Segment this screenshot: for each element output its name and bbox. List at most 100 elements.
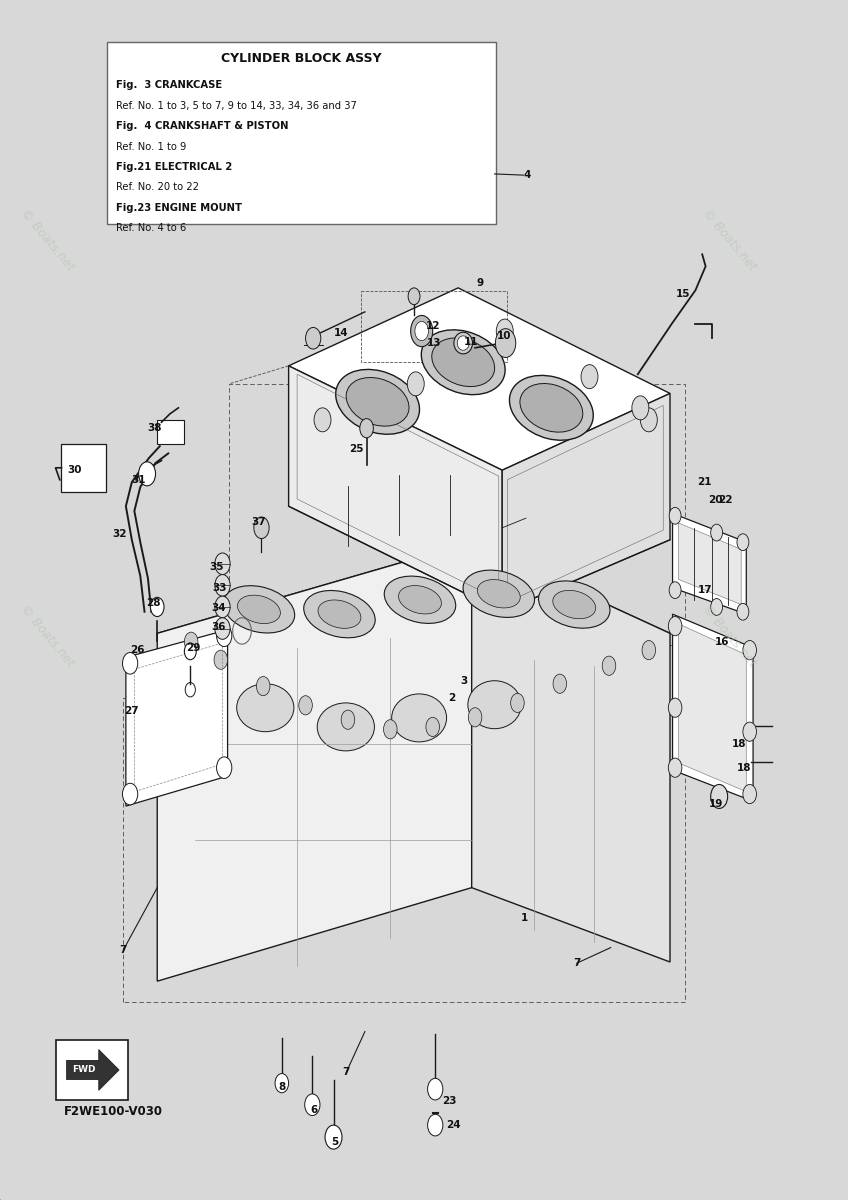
Text: 36: 36 xyxy=(211,623,226,632)
Text: 15: 15 xyxy=(676,289,690,299)
Polygon shape xyxy=(288,366,502,612)
Circle shape xyxy=(510,694,524,713)
Text: 18: 18 xyxy=(733,739,747,749)
Polygon shape xyxy=(288,288,670,470)
Text: 20: 20 xyxy=(708,496,722,505)
Text: CYLINDER BLOCK ASSY: CYLINDER BLOCK ASSY xyxy=(221,53,382,65)
Text: 29: 29 xyxy=(187,643,201,653)
Text: 14: 14 xyxy=(334,329,349,338)
Ellipse shape xyxy=(336,370,420,434)
Ellipse shape xyxy=(454,332,472,354)
Polygon shape xyxy=(157,542,670,726)
Circle shape xyxy=(256,677,270,696)
Ellipse shape xyxy=(432,338,494,386)
Polygon shape xyxy=(672,514,746,614)
Text: 6: 6 xyxy=(310,1104,318,1115)
Text: Ref. No. 4 to 6: Ref. No. 4 to 6 xyxy=(115,223,186,233)
Ellipse shape xyxy=(346,378,409,426)
Circle shape xyxy=(215,575,230,596)
Text: 37: 37 xyxy=(252,517,266,527)
Circle shape xyxy=(415,322,428,341)
Text: 17: 17 xyxy=(698,586,713,595)
Text: Fig.23 ENGINE MOUNT: Fig.23 ENGINE MOUNT xyxy=(115,203,242,212)
Text: 12: 12 xyxy=(426,322,440,331)
Circle shape xyxy=(669,582,681,599)
Text: Fig.  3 CRANKCASE: Fig. 3 CRANKCASE xyxy=(115,80,222,90)
Text: 19: 19 xyxy=(709,799,723,809)
Circle shape xyxy=(216,625,232,647)
Circle shape xyxy=(184,643,196,660)
Polygon shape xyxy=(157,542,471,982)
Text: 9: 9 xyxy=(477,278,483,288)
Text: 13: 13 xyxy=(427,338,442,348)
Text: 38: 38 xyxy=(148,424,162,433)
Circle shape xyxy=(668,758,682,778)
Ellipse shape xyxy=(237,684,294,732)
Ellipse shape xyxy=(457,336,469,350)
Circle shape xyxy=(743,785,756,804)
Circle shape xyxy=(743,722,756,742)
Text: 31: 31 xyxy=(131,475,146,485)
Circle shape xyxy=(184,632,198,652)
Circle shape xyxy=(305,328,321,349)
Circle shape xyxy=(138,462,155,486)
Text: 1: 1 xyxy=(521,913,527,923)
Circle shape xyxy=(581,365,598,389)
Text: 34: 34 xyxy=(212,604,226,613)
Text: 21: 21 xyxy=(697,478,711,487)
Text: FWD: FWD xyxy=(72,1066,95,1074)
Polygon shape xyxy=(678,624,746,792)
Text: 18: 18 xyxy=(737,763,751,773)
Circle shape xyxy=(640,408,657,432)
Text: 33: 33 xyxy=(212,583,226,593)
Circle shape xyxy=(298,696,312,715)
Text: 32: 32 xyxy=(112,529,126,539)
Circle shape xyxy=(427,1115,443,1136)
Circle shape xyxy=(602,656,616,676)
Circle shape xyxy=(553,674,566,694)
Text: © Boats.net: © Boats.net xyxy=(700,602,759,670)
Circle shape xyxy=(711,599,722,616)
Circle shape xyxy=(668,617,682,636)
Text: © Boats.net: © Boats.net xyxy=(700,206,759,274)
Ellipse shape xyxy=(237,595,281,624)
Circle shape xyxy=(668,698,682,718)
Polygon shape xyxy=(126,630,227,806)
Text: 27: 27 xyxy=(125,707,139,716)
Ellipse shape xyxy=(477,580,521,608)
Circle shape xyxy=(737,534,749,551)
Ellipse shape xyxy=(399,586,442,614)
Circle shape xyxy=(711,524,722,541)
Circle shape xyxy=(122,784,137,805)
Polygon shape xyxy=(66,1050,119,1091)
Circle shape xyxy=(185,683,195,697)
Text: 4: 4 xyxy=(524,170,532,180)
Text: © Boats.net: © Boats.net xyxy=(18,206,76,274)
Circle shape xyxy=(360,419,373,438)
Text: Ref. No. 1 to 9: Ref. No. 1 to 9 xyxy=(115,142,186,151)
Circle shape xyxy=(669,508,681,524)
Circle shape xyxy=(215,553,230,575)
Text: Ref. No. 20 to 22: Ref. No. 20 to 22 xyxy=(115,182,198,192)
Text: Ref. No. 1 to 3, 5 to 7, 9 to 14, 33, 34, 36 and 37: Ref. No. 1 to 3, 5 to 7, 9 to 14, 33, 34… xyxy=(115,101,356,110)
Circle shape xyxy=(495,329,516,358)
Text: 25: 25 xyxy=(349,444,364,454)
Ellipse shape xyxy=(223,586,295,634)
Text: 3: 3 xyxy=(460,677,468,686)
Ellipse shape xyxy=(304,590,375,638)
Circle shape xyxy=(314,408,331,432)
Polygon shape xyxy=(502,394,670,612)
Text: F2WE100-V030: F2WE100-V030 xyxy=(64,1105,163,1118)
Ellipse shape xyxy=(468,680,522,728)
Text: Fig.21 ELECTRICAL 2: Fig.21 ELECTRICAL 2 xyxy=(115,162,232,172)
Circle shape xyxy=(410,316,432,347)
Text: 11: 11 xyxy=(464,337,478,347)
Text: 2: 2 xyxy=(448,694,455,703)
Circle shape xyxy=(215,596,230,618)
Circle shape xyxy=(304,1094,320,1116)
Bar xyxy=(61,444,105,492)
Text: 24: 24 xyxy=(446,1120,460,1130)
Polygon shape xyxy=(56,1040,127,1100)
Text: Fig.  4 CRANKSHAFT & PISTON: Fig. 4 CRANKSHAFT & PISTON xyxy=(115,121,288,131)
Circle shape xyxy=(275,1074,288,1093)
